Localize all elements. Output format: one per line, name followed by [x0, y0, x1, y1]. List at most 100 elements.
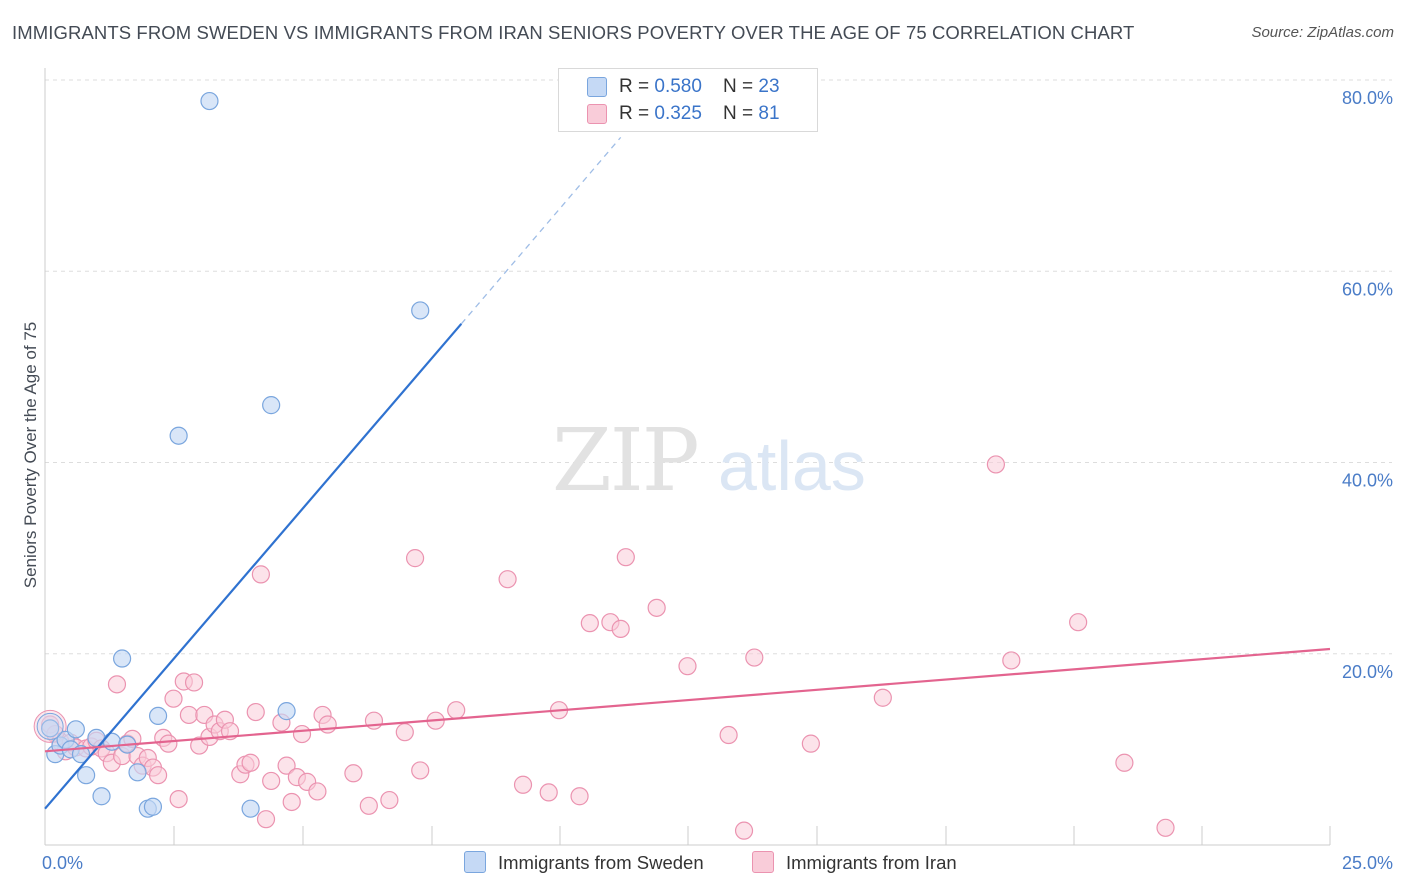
legend-iran-r-value: 0.325: [654, 103, 702, 124]
iran-point: [308, 782, 327, 801]
sweden-point-cluster: [36, 712, 64, 740]
legend-swatch-sweden: [587, 77, 607, 97]
sweden-point: [262, 396, 281, 415]
iran-point: [107, 675, 127, 694]
iran-point: [539, 783, 558, 802]
grid-lines: [45, 79, 1392, 655]
iran-point: [678, 657, 697, 676]
iran-point: [277, 756, 296, 775]
iran-point: [498, 570, 517, 589]
sweden-point: [148, 706, 168, 726]
bottom-legend-iran: Immigrants from Iran: [752, 851, 957, 874]
iran-point: [344, 764, 363, 783]
iran-point: [1002, 651, 1021, 670]
iran-point: [580, 614, 599, 633]
iran-point: [745, 648, 764, 667]
trend-line-sweden: [44, 323, 463, 810]
trend-line-iran: [44, 647, 1331, 753]
legend-sweden-r-label: R =: [619, 76, 655, 97]
chart-title: IMMIGRANTS FROM SWEDEN VS IMMIGRANTS FRO…: [12, 22, 1135, 43]
iran-point: [292, 724, 312, 744]
iran-point: [1115, 753, 1134, 772]
sweden-point: [41, 719, 60, 738]
bottom-legend-sweden: Immigrants from Sweden: [464, 851, 704, 874]
source-note: Source: ZipAtlas.com: [1251, 24, 1394, 41]
trend-lines: [44, 136, 1331, 810]
watermark: ZIP atlas: [552, 411, 866, 511]
iran-point: [380, 790, 399, 810]
axes: [44, 68, 1331, 846]
iran-point: [262, 771, 281, 791]
iran-point: [359, 796, 378, 815]
iran-point: [169, 789, 188, 809]
y-tick-label: 80.0%: [1342, 88, 1393, 108]
iran-point: [616, 548, 635, 567]
tick-labels: 20.0% 40.0% 60.0% 80.0% 0.0% 25.0%: [42, 88, 1393, 873]
iran-point: [241, 753, 260, 772]
y-tick-label: 20.0%: [1342, 662, 1393, 682]
iran-point: [447, 701, 466, 720]
sweden-point: [277, 702, 296, 721]
sweden-point: [128, 763, 147, 782]
iran-point: [1069, 613, 1088, 632]
iran-point: [801, 734, 820, 753]
iran-point: [179, 705, 199, 725]
iran-point: [986, 455, 1006, 474]
trend-line-sweden-extension: [460, 136, 622, 325]
iran-point: [611, 619, 630, 638]
sweden-point: [169, 426, 188, 445]
x-tick-label-max: 25.0%: [1342, 853, 1393, 873]
legend-sweden-r-value: 0.580: [654, 76, 702, 97]
sweden-point: [87, 728, 106, 748]
sweden-point: [200, 91, 219, 111]
iran-point: [251, 565, 270, 584]
sweden-point: [102, 732, 121, 751]
iran-point: [1156, 818, 1175, 837]
y-tick-label: 60.0%: [1342, 279, 1393, 299]
legend-iran-n-label: N =: [723, 103, 759, 124]
iran-point: [873, 688, 892, 707]
iran-point: [164, 689, 183, 708]
iran-point: [719, 725, 738, 745]
bottom-legend-swatch-sweden: [464, 851, 486, 873]
sweden-point: [241, 799, 260, 818]
iran-point: [411, 761, 430, 780]
sweden-point: [77, 766, 96, 785]
legend-sweden-n-label: N =: [723, 76, 759, 97]
iran-point: [256, 810, 276, 829]
iran-point: [405, 549, 425, 568]
sweden-point: [112, 649, 132, 668]
sweden-point: [66, 720, 85, 739]
iran-point: [734, 821, 754, 840]
bottom-legend-swatch-iran: [752, 851, 774, 873]
iran-point: [184, 673, 204, 692]
sweden-point: [411, 301, 430, 320]
x-tick-label-min: 0.0%: [42, 853, 83, 873]
iran-point: [570, 787, 589, 806]
y-axis-label: Seniors Poverty Over the Age of 75: [21, 322, 40, 588]
legend-iran-r-label: R =: [619, 103, 655, 124]
bottom-legend-label-iran: Immigrants from Iran: [786, 852, 957, 873]
sweden-point: [71, 745, 91, 764]
series-iran-points: [33, 455, 1175, 840]
iran-point: [318, 715, 337, 734]
legend-swatch-iran: [587, 104, 607, 124]
y-tick-label: 40.0%: [1342, 471, 1393, 491]
iran-point: [282, 792, 301, 812]
series-sweden-points: [36, 91, 430, 818]
watermark-zip: ZIP: [552, 411, 698, 511]
bottom-legend-label-sweden: Immigrants from Sweden: [498, 852, 704, 873]
legend-sweden-n-value: 23: [758, 76, 780, 97]
watermark-atlas: atlas: [718, 427, 866, 505]
legend-iran-n-value: 81: [758, 103, 780, 124]
iran-point: [647, 598, 666, 617]
correlation-legend: R = 0.580 N = 23 R = 0.325 N = 81: [558, 68, 818, 132]
iran-point: [159, 734, 178, 753]
iran-point: [246, 702, 265, 722]
iran-point: [148, 766, 168, 785]
sweden-point: [143, 797, 163, 816]
iran-point: [395, 723, 414, 742]
iran-point: [513, 775, 533, 794]
sweden-point: [92, 787, 111, 806]
